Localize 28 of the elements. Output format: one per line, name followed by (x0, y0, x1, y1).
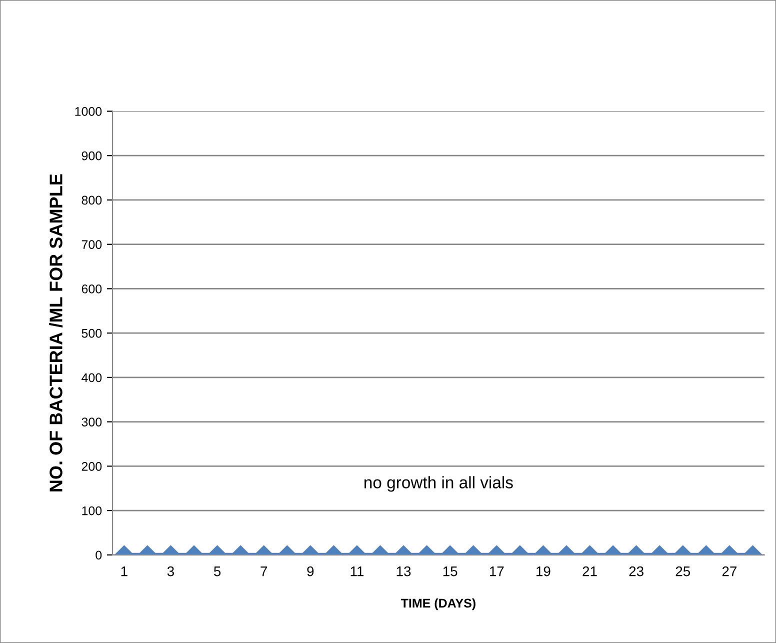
y-axis-title: NO. OF BACTERIA /ML FOR SAMPLE (49, 174, 63, 492)
x-tick-label: 27 (722, 566, 736, 576)
y-tick-label: 500 (82, 328, 102, 338)
y-tick-label: 800 (82, 196, 102, 205)
y-tick-label: 900 (82, 151, 102, 160)
y-tick-label: 1000 (75, 107, 102, 116)
x-tick-label: 15 (443, 566, 458, 576)
y-tick-label: 700 (82, 240, 102, 249)
x-axis-title: TIME (DAYS) (400, 598, 476, 610)
y-tick-label: 200 (82, 462, 102, 471)
x-tick-label: 21 (582, 566, 597, 576)
x-tick-label: 3 (167, 566, 174, 576)
x-tick-label: 11 (350, 566, 364, 576)
y-tick-label: 100 (82, 506, 102, 516)
y-tick-label: 400 (82, 373, 102, 382)
y-tick-label: 300 (82, 418, 102, 426)
y-tick-label: 0 (96, 550, 102, 560)
x-tick-label: 13 (396, 566, 411, 576)
y-tick-label: 600 (82, 284, 102, 294)
x-tick-label: 19 (536, 566, 550, 576)
x-tick-label: 1 (121, 566, 128, 576)
x-tick-label: 5 (214, 566, 221, 576)
annotation: no growth in all vials (364, 476, 513, 492)
x-tick-label: 9 (307, 566, 314, 576)
x-tick-label: 23 (629, 566, 644, 576)
x-tick-label: 7 (260, 566, 268, 576)
x-tick-label: 17 (490, 566, 504, 576)
x-tick-label: 25 (676, 566, 690, 576)
